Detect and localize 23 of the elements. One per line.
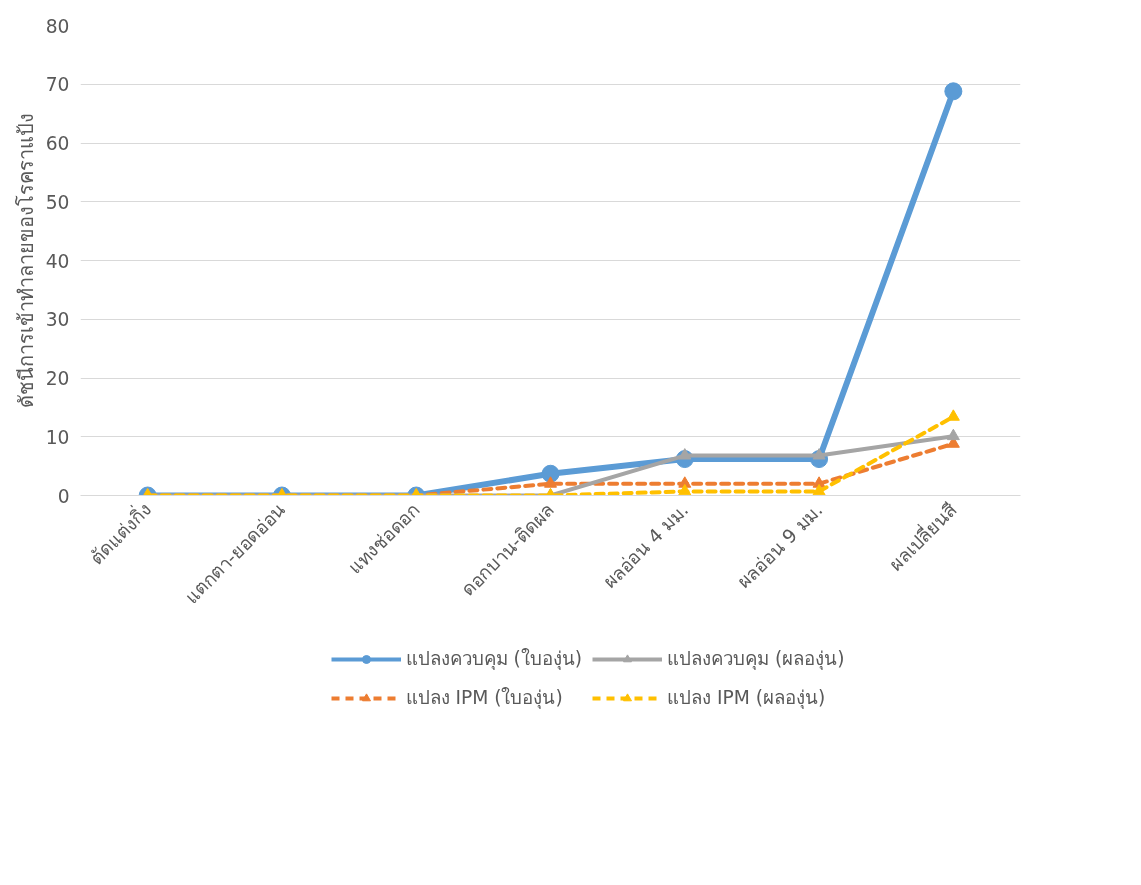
point [541,464,560,483]
point [946,409,960,421]
y-axis-title: ดัชนีการเข้าทำลายของโรคราแป้ง [13,113,38,408]
y-tick-label: 70 [45,74,70,96]
y-tick-label: 40 [45,250,70,272]
legend-label: แปลง IPM (ผลองุ่น) [667,686,826,711]
y-tick-label: 30 [45,309,70,331]
legend-label: แปลง IPM (ใบองุ่น) [405,686,563,711]
point [678,448,692,460]
point [812,448,826,460]
legend-label: แปลงควบคุม (ผลองุ่น) [667,647,845,672]
y-tick-label: 60 [45,133,70,154]
point [946,428,960,441]
point [678,483,692,496]
point [544,476,557,488]
y-tick-label: 10 [45,426,70,448]
y-tick-label: 50 [45,191,70,213]
y-tick-label: 0 [57,485,70,507]
point [812,483,826,496]
y-tick-label: 80 [45,15,70,37]
point [944,82,963,101]
y-tick-label: 20 [45,368,70,389]
legend-label: แปลงควบคุม (ใบองุ่น) [405,647,582,672]
